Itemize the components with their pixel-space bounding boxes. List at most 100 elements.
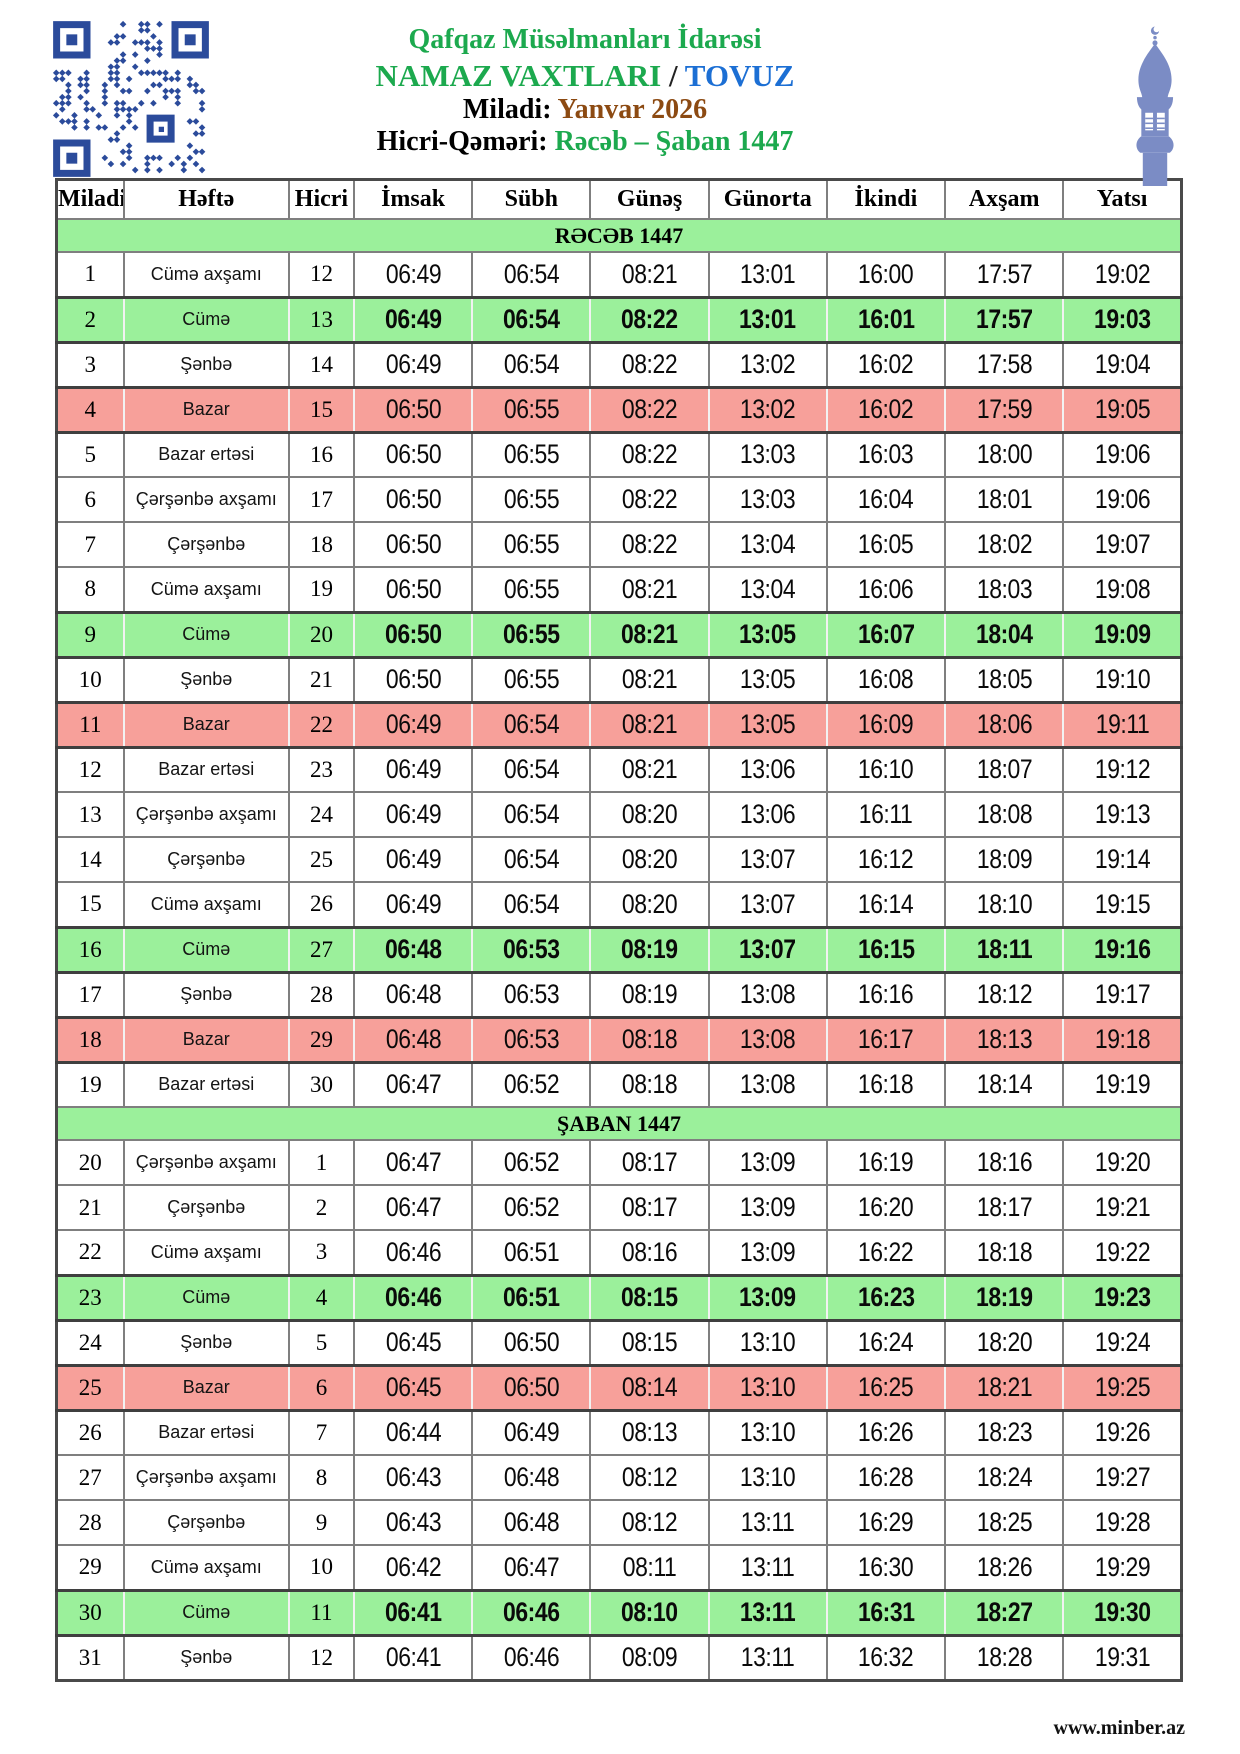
time-cell: 13:05: [707, 610, 828, 659]
weekday-cell: Cümə: [122, 610, 290, 659]
table-row: 18 Bazar 29 06:48 06:53 08:18 13:08 16:17 18:13 1…: [55, 1015, 1183, 1064]
time-cell: 16:14: [825, 881, 947, 928]
miladi-cell: 5: [55, 431, 125, 478]
section-header-row: ŞABAN 1447: [55, 1106, 1183, 1141]
time-cell: 19:07: [1062, 521, 1183, 568]
time-cell: 13:11: [707, 1634, 828, 1681]
column-header: Yatsı: [1062, 178, 1183, 220]
time-cell: 18:08: [944, 791, 1065, 838]
weekday-cell: Şənbə: [122, 1319, 290, 1366]
time-cell: 13:11: [707, 1499, 828, 1546]
time-cell: 13:10: [707, 1319, 828, 1366]
hicri-cell: 12: [287, 1634, 356, 1681]
weekday-cell: Çərşənbə: [122, 1499, 290, 1546]
time-cell: 13:08: [707, 1015, 828, 1064]
hicri-cell: 5: [287, 1319, 356, 1366]
time-cell: 06:49: [352, 251, 474, 298]
time-cell: 19:27: [1062, 1454, 1183, 1501]
table-row: 21 Çərşənbə 2 06:47 06:52 08:17 13:09 16:20 18:1…: [55, 1184, 1183, 1231]
section-header-row: RƏCƏB 1447: [55, 218, 1183, 253]
time-cell: 13:01: [707, 295, 828, 344]
time-cell: 13:03: [707, 476, 828, 523]
time-cell: 18:11: [944, 925, 1065, 974]
time-cell: 17:58: [944, 341, 1065, 388]
time-cell: 16:01: [825, 295, 947, 344]
time-cell: 18:28: [944, 1634, 1065, 1681]
hicri-cell: 8: [287, 1454, 356, 1501]
hicri-cell: 13: [287, 295, 356, 344]
miladi-cell: 21: [55, 1184, 125, 1231]
time-cell: 18:12: [944, 971, 1065, 1018]
weekday-cell: Bazar: [122, 385, 290, 434]
time-cell: 16:16: [825, 971, 947, 1018]
weekday-cell: Çərşənbə: [122, 1184, 290, 1231]
city-name: TOVUZ: [684, 58, 795, 93]
page-title: NAMAZ VAXTLARI / TOVUZ: [185, 57, 985, 94]
weekday-cell: Bazar ertəsi: [122, 746, 290, 793]
time-cell: 13:05: [707, 656, 828, 703]
time-cell: 08:18: [589, 1061, 710, 1108]
time-cell: 08:13: [589, 1409, 710, 1456]
time-cell: 06:55: [471, 431, 592, 478]
time-cell: 08:20: [589, 881, 710, 928]
table-row: 31 Şənbə 12 06:41 06:46 08:09 13:11 16:32 18:28 1…: [55, 1634, 1183, 1681]
table-row: 7 Çərşənbə 18 06:50 06:55 08:22 13:04 16:05 18:0…: [55, 521, 1183, 568]
time-cell: 08:09: [589, 1634, 710, 1681]
time-cell: 08:19: [589, 925, 710, 974]
time-cell: 08:10: [589, 1588, 710, 1637]
time-cell: 16:25: [825, 1363, 947, 1412]
time-cell: 13:05: [707, 700, 828, 749]
time-cell: 18:23: [944, 1409, 1065, 1456]
time-cell: 18:14: [944, 1061, 1065, 1108]
time-cell: 08:21: [589, 251, 710, 298]
time-cell: 13:02: [707, 341, 828, 388]
time-cell: 06:50: [352, 385, 474, 434]
time-cell: 18:10: [944, 881, 1065, 928]
prayer-times-table: Miladi Həftə Hicri İmsak Sübh Günəş Günorta İki…: [55, 178, 1183, 1682]
time-cell: 06:49: [352, 881, 474, 928]
time-cell: 16:30: [825, 1544, 947, 1591]
time-cell: 06:55: [471, 566, 592, 613]
miladi-cell: 12: [55, 746, 125, 793]
time-cell: 16:20: [825, 1184, 947, 1231]
time-cell: 06:54: [471, 295, 592, 344]
time-cell: 18:25: [944, 1499, 1065, 1546]
time-cell: 06:50: [352, 521, 474, 568]
time-cell: 06:50: [352, 566, 474, 613]
time-cell: 06:47: [471, 1544, 592, 1591]
time-cell: 13:08: [707, 971, 828, 1018]
miladi-cell: 2: [55, 295, 125, 344]
time-cell: 16:12: [825, 836, 947, 883]
miladi-cell: 29: [55, 1544, 125, 1591]
time-cell: 13:09: [707, 1273, 828, 1322]
weekday-cell: Cümə: [122, 295, 290, 344]
time-cell: 06:50: [352, 476, 474, 523]
table-row: 27 Çərşənbə axşamı 8 06:43 06:48 08:12 13:10 16…: [55, 1454, 1183, 1501]
time-cell: 06:46: [352, 1273, 474, 1322]
time-cell: 08:11: [589, 1544, 710, 1591]
time-cell: 13:02: [707, 385, 828, 434]
time-cell: 19:30: [1062, 1588, 1183, 1637]
miladi-value: Yanvar 2026: [557, 94, 708, 126]
time-cell: 18:09: [944, 836, 1065, 883]
time-cell: 13:09: [707, 1139, 828, 1186]
hicri-cell: 11: [287, 1588, 356, 1637]
table-row: 28 Çərşənbə 9 06:43 06:48 08:12 13:11 16:29 18:2…: [55, 1499, 1183, 1546]
table-row: 4 Bazar 15 06:50 06:55 08:22 13:02 16:02 17:59 19…: [55, 385, 1183, 434]
time-cell: 08:17: [589, 1184, 710, 1231]
miladi-cell: 24: [55, 1319, 125, 1366]
time-cell: 06:54: [471, 251, 592, 298]
weekday-cell: Cümə axşamı: [122, 881, 290, 928]
time-cell: 16:10: [825, 746, 947, 793]
minaret-icon: [1124, 20, 1186, 186]
miladi-cell: 6: [55, 476, 125, 523]
time-cell: 13:06: [707, 746, 828, 793]
time-cell: 13:03: [707, 431, 828, 478]
time-cell: 08:12: [589, 1499, 710, 1546]
time-cell: 16:02: [825, 341, 947, 388]
time-cell: 16:02: [825, 385, 947, 434]
hicri-cell: 12: [287, 251, 356, 298]
time-cell: 08:22: [589, 341, 710, 388]
column-header: İmsak: [352, 178, 474, 220]
time-cell: 16:03: [825, 431, 947, 478]
